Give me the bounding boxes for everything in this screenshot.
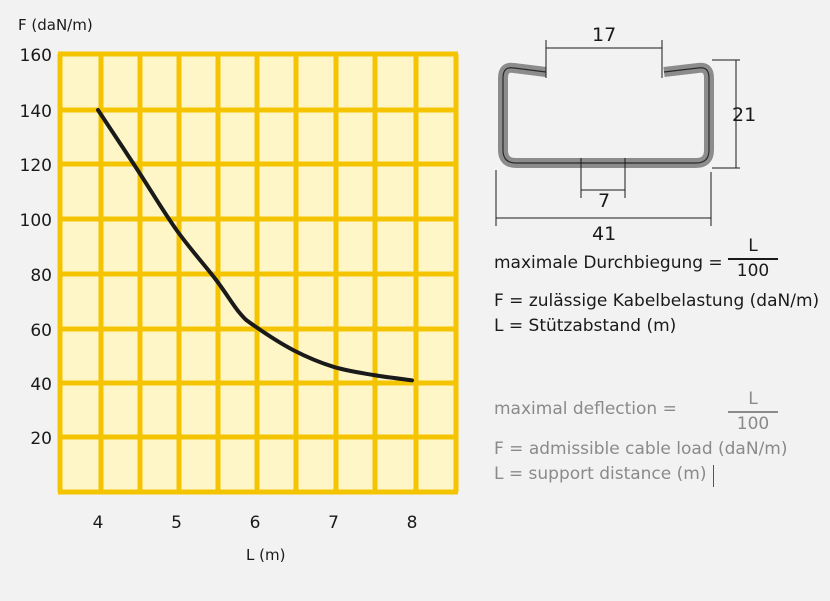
fraction-numerator: L <box>748 389 758 409</box>
y-tick-label: 60 <box>30 321 52 341</box>
deflection-label-en: maximal deflection = <box>494 399 677 419</box>
fraction-bar <box>728 258 778 260</box>
dimension-lines <box>495 40 740 226</box>
fraction-denominator: 100 <box>736 413 770 434</box>
l-definition-en: L = support distance (m) <box>494 464 707 484</box>
fraction-numerator: L <box>748 236 758 256</box>
deflection-fraction-de: L 100 <box>728 236 778 282</box>
fraction-denominator: 100 <box>736 260 770 281</box>
y-tick-label: 140 <box>20 102 52 122</box>
dim-width-label: 41 <box>592 223 617 245</box>
y-tick-label: 160 <box>20 46 52 66</box>
load-chart: 160 140 120 100 80 60 40 20 4 5 6 7 8 <box>20 46 459 533</box>
x-tick-label: 5 <box>171 513 182 533</box>
fraction-bar <box>728 411 778 413</box>
dim-slot-label: 7 <box>598 190 611 212</box>
l-definition-de: L = Stützabstand (m) <box>494 316 677 336</box>
y-tick-labels: 160 140 120 100 80 60 40 20 <box>20 46 52 449</box>
y-tick-label: 20 <box>30 429 52 449</box>
series-line <box>96 108 414 383</box>
deflection-label-de: maximale Durchbiegung = <box>494 253 723 273</box>
x-tick-label: 4 <box>93 513 104 533</box>
dim-top-label: 17 <box>592 24 617 46</box>
x-axis-label: L (m) <box>246 546 286 564</box>
channel-profile-shape <box>498 62 714 168</box>
chart-grid <box>57 51 459 495</box>
x-tick-label: 7 <box>328 513 339 533</box>
f-definition-de: F = zulässige Kabelbelastung (daN/m) <box>494 291 820 311</box>
x-tick-labels: 4 5 6 7 8 <box>93 513 418 533</box>
deflection-fraction-en: L 100 <box>728 389 778 435</box>
y-tick-label: 40 <box>30 375 52 395</box>
text-cursor <box>713 465 714 487</box>
y-tick-label: 80 <box>30 266 52 286</box>
x-tick-label: 6 <box>250 513 261 533</box>
y-axis-label: F (daN/m) <box>18 16 93 34</box>
y-tick-label: 100 <box>20 211 52 231</box>
f-definition-en: F = admissible cable load (daN/m) <box>494 439 788 459</box>
x-tick-label: 8 <box>407 513 418 533</box>
dim-height-label: 21 <box>732 104 757 126</box>
y-tick-label: 120 <box>20 156 52 176</box>
